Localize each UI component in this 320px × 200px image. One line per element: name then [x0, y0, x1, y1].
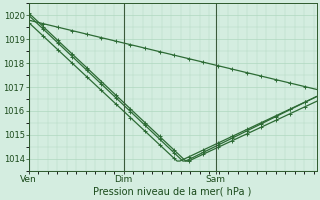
X-axis label: Pression niveau de la mer( hPa ): Pression niveau de la mer( hPa ): [93, 187, 252, 197]
